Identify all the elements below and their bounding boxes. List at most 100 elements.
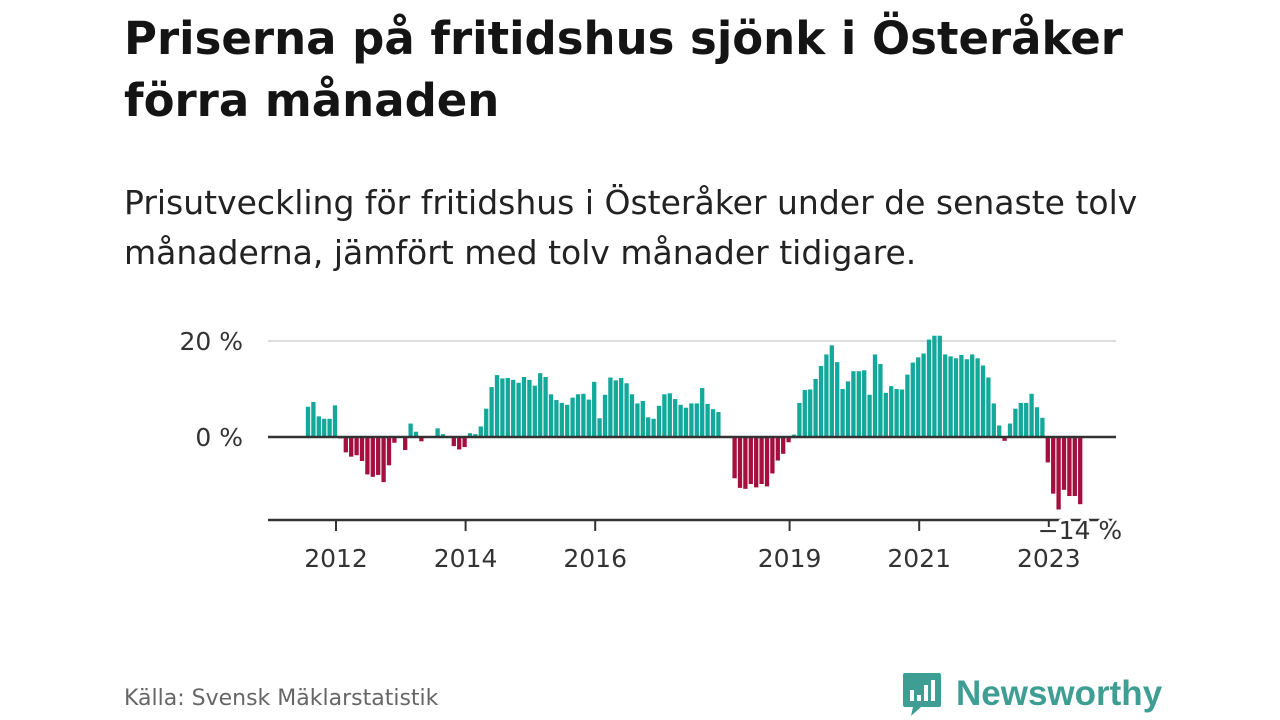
bar-99 (840, 389, 845, 437)
bar-100 (845, 381, 851, 437)
bar-40 (521, 377, 527, 437)
bar-88 (781, 437, 786, 454)
bar-7 (343, 437, 348, 453)
bar-47 (559, 402, 564, 437)
bar-98 (835, 362, 840, 437)
bar-122 (964, 359, 969, 437)
bar-107 (883, 392, 888, 437)
bar-115 (926, 339, 932, 437)
bar-102 (856, 371, 861, 437)
bar-58 (619, 377, 624, 437)
bar-139 (1056, 437, 1061, 510)
bar-138 (1051, 437, 1056, 494)
newsworthy-logo[interactable]: Newsworthy (902, 670, 1162, 718)
bar-18 (403, 437, 408, 450)
bar-123 (970, 354, 975, 437)
bar-52 (586, 399, 591, 437)
bar-68 (673, 399, 678, 437)
bar-141 (1067, 437, 1072, 497)
bar-4 (327, 418, 332, 437)
bar-92 (802, 389, 807, 437)
bar-66 (662, 394, 667, 437)
bar-126 (986, 377, 991, 437)
bar-30 (467, 433, 473, 437)
bar-19 (408, 423, 413, 437)
bar-79 (732, 437, 737, 479)
bar-50 (575, 394, 581, 437)
bar-1 (311, 401, 316, 437)
bar-119 (948, 356, 953, 437)
bar-20 (413, 431, 419, 437)
bar-70 (683, 407, 689, 437)
bar-10 (359, 437, 365, 461)
bar-81 (743, 437, 748, 489)
bar-132 (1018, 402, 1023, 437)
bar-2 (316, 416, 321, 437)
bar-chart: 0 %20 %2012 2014 2016 2019 2021 2023−14 %−14 … (179, 327, 1125, 573)
bar-59 (624, 383, 629, 437)
bar-87 (775, 437, 780, 461)
bar-62 (640, 401, 645, 437)
x-tick-label-3: 2019 (758, 544, 822, 573)
bar-43 (538, 373, 543, 437)
bar-12 (370, 437, 375, 477)
bar-80 (737, 437, 743, 488)
bar-0 (305, 406, 311, 437)
last-value-label: −14 % (1038, 516, 1122, 545)
x-tick-label-2: 2016 (563, 544, 627, 573)
bar-73 (700, 388, 705, 437)
bar-69 (678, 404, 683, 437)
bar-48 (565, 404, 570, 437)
bar-106 (878, 364, 883, 437)
bar-63 (646, 417, 651, 437)
bar-136 (1040, 417, 1045, 437)
bar-93 (808, 389, 813, 437)
bar-135 (1034, 407, 1040, 437)
bar-86 (770, 437, 775, 474)
bar-38 (511, 379, 516, 437)
bar-118 (943, 354, 948, 437)
bar-111 (905, 374, 910, 437)
bar-143 (1078, 437, 1083, 505)
bar-29 (462, 437, 467, 448)
bar-21 (419, 437, 424, 442)
bar-45 (548, 394, 554, 437)
bar-134 (1029, 393, 1034, 437)
bar-5 (332, 405, 338, 437)
bar-124 (975, 358, 980, 437)
bar-91 (797, 402, 802, 437)
bar-127 (991, 403, 996, 437)
bar-97 (829, 345, 834, 437)
bar-112 (910, 362, 915, 437)
bar-46 (554, 400, 559, 437)
bar-131 (1013, 408, 1018, 437)
bar-140 (1061, 437, 1067, 490)
bar-83 (754, 437, 759, 488)
bar-8 (349, 437, 354, 457)
bar-133 (1024, 402, 1029, 437)
bar-14 (381, 437, 386, 483)
bar-61 (635, 403, 640, 437)
bar-33 (484, 408, 489, 437)
bar-114 (921, 353, 926, 437)
bar-108 (889, 386, 894, 437)
bar-89 (786, 437, 791, 443)
bar-103 (862, 370, 867, 437)
bar-37 (505, 377, 510, 437)
bar-96 (824, 354, 829, 437)
bar-82 (748, 437, 753, 485)
x-tick-label-5: 2023 (1017, 544, 1081, 573)
bar-39 (516, 382, 521, 437)
bar-113 (916, 357, 921, 437)
bar-9 (354, 437, 359, 456)
bar-116 (932, 335, 937, 437)
bar-11 (365, 437, 370, 475)
bar-3 (322, 418, 327, 437)
x-tick-label-1: 2014 (434, 544, 498, 573)
bar-60 (629, 394, 635, 437)
bar-74 (705, 403, 710, 437)
bar-67 (667, 393, 672, 437)
bar-31 (473, 434, 478, 437)
bar-84 (759, 437, 764, 485)
bar-15 (386, 437, 392, 466)
